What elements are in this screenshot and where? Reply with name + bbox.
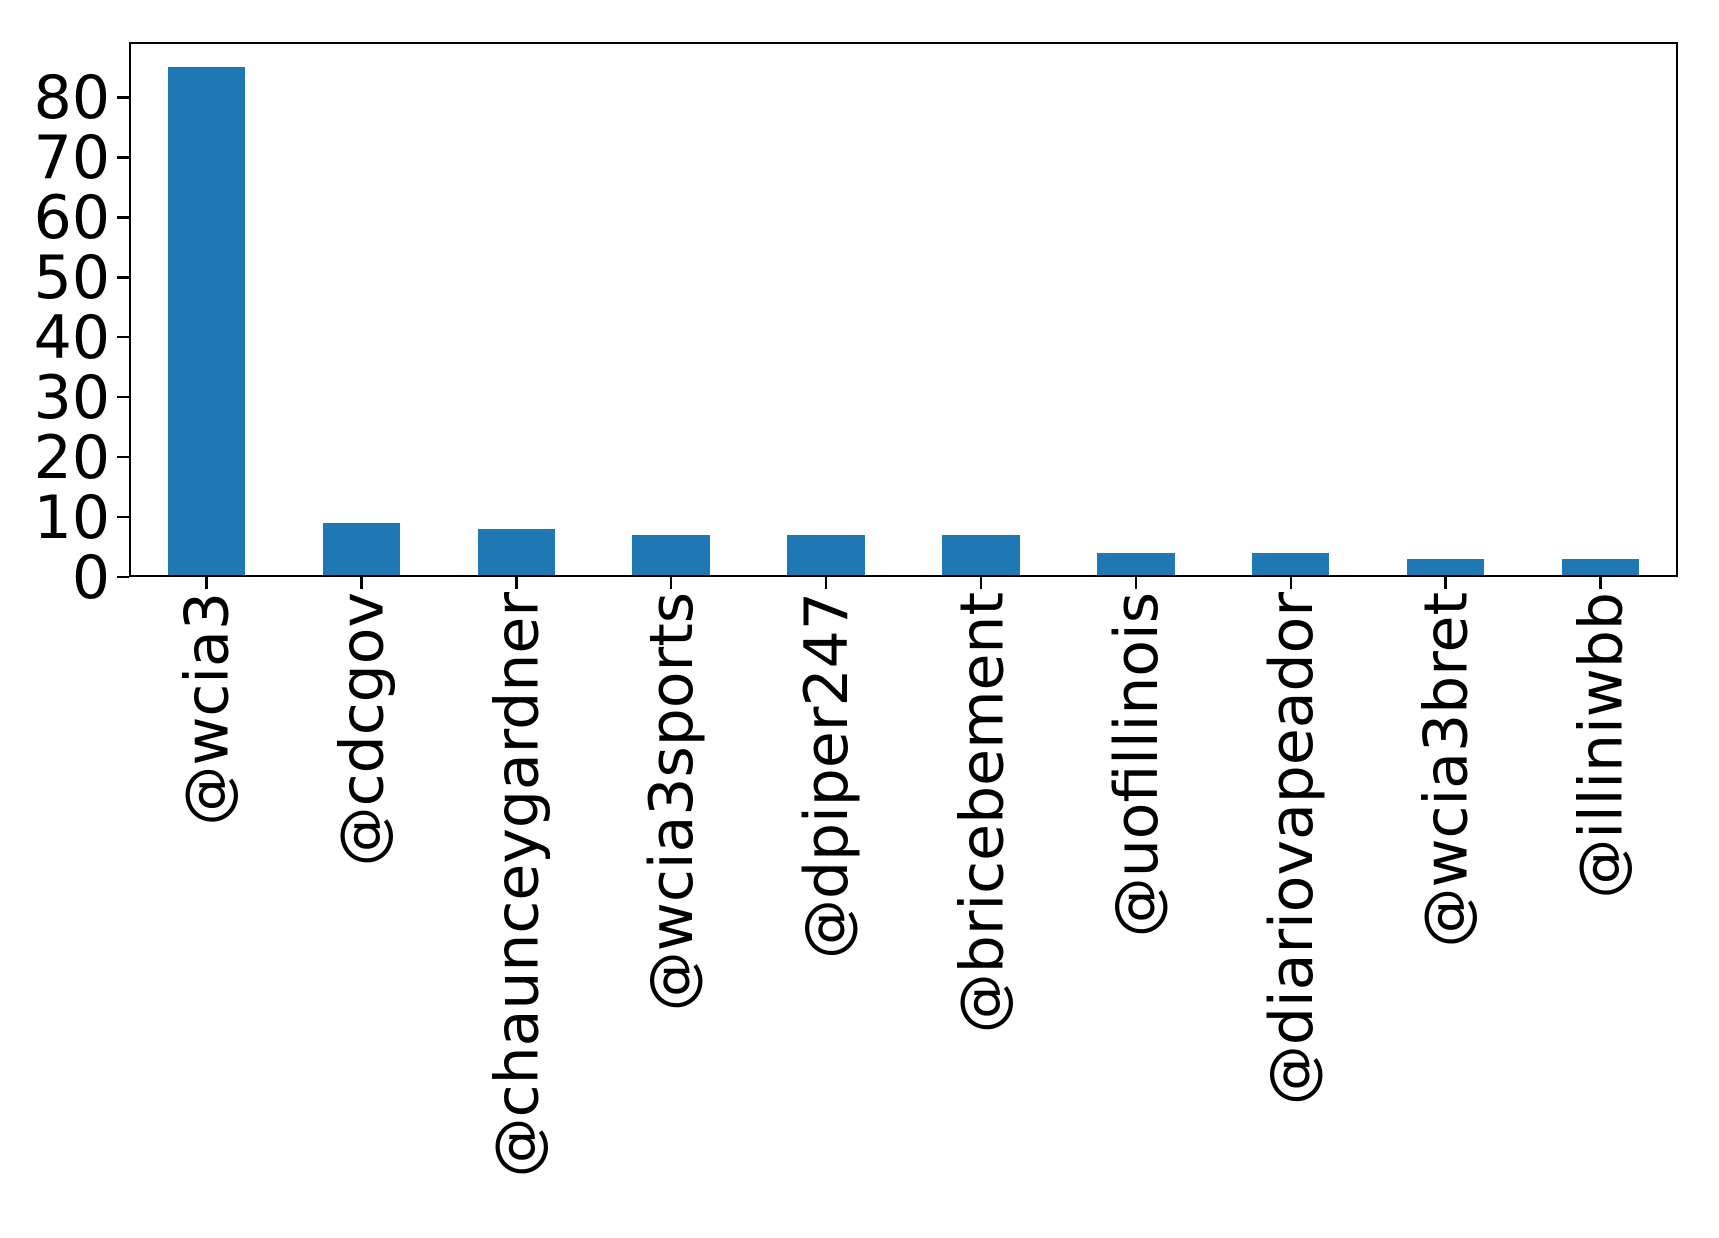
bar	[787, 535, 865, 577]
x-tick-mark	[1289, 577, 1292, 589]
bar	[1406, 559, 1485, 577]
plot-area	[129, 42, 1678, 577]
x-tick-mark	[205, 577, 208, 589]
y-tick-mark	[117, 575, 129, 579]
x-tick-mark	[1599, 577, 1602, 589]
x-tick-label: @wcia3bret	[1411, 592, 1482, 948]
x-tick-label: @wcia3	[172, 592, 243, 826]
y-tick-label: 80	[33, 63, 110, 134]
x-tick-mark	[979, 577, 983, 589]
y-tick-mark	[117, 156, 129, 159]
x-tick-mark	[515, 577, 518, 589]
x-tick-label: @wcia3sports	[637, 592, 708, 1012]
y-tick-mark	[117, 515, 129, 519]
y-tick-mark	[117, 395, 129, 399]
y-tick-mark	[117, 455, 129, 459]
y-tick-label: 60	[33, 183, 110, 254]
x-tick-mark	[824, 577, 828, 589]
y-tick-label: 70	[33, 123, 110, 194]
bar	[167, 67, 246, 577]
bar	[632, 535, 710, 577]
x-tick-mark	[1444, 577, 1447, 589]
x-tick-mark	[669, 577, 673, 589]
x-tick-label: @cdcgov	[327, 592, 398, 867]
x-tick-label: @chaunceygardner	[482, 592, 553, 1178]
x-tick-mark	[360, 577, 363, 589]
x-tick-mark	[1134, 577, 1138, 589]
bar	[1561, 559, 1640, 577]
bar	[1097, 553, 1175, 577]
y-tick-label: 30	[33, 363, 110, 434]
x-tick-label: @bricebement	[946, 592, 1017, 1034]
y-tick-mark	[117, 276, 129, 279]
y-tick-mark	[117, 96, 129, 99]
y-tick-label: 0	[71, 543, 110, 613]
bar	[1252, 553, 1330, 577]
x-tick-label: @diariovapeador	[1256, 592, 1327, 1106]
x-tick-label: @illiniwbb	[1566, 592, 1637, 899]
y-tick-mark	[117, 335, 129, 339]
y-tick-mark	[117, 216, 129, 219]
y-tick-label: 20	[33, 423, 110, 494]
bar	[477, 529, 555, 577]
x-tick-label: @dpiper247	[792, 592, 863, 960]
bar	[942, 535, 1020, 577]
x-tick-label: @uofillinois	[1101, 592, 1172, 938]
y-tick-label: 10	[33, 483, 110, 554]
bar	[322, 523, 401, 577]
y-tick-label: 40	[33, 303, 110, 374]
y-tick-label: 50	[33, 243, 110, 314]
